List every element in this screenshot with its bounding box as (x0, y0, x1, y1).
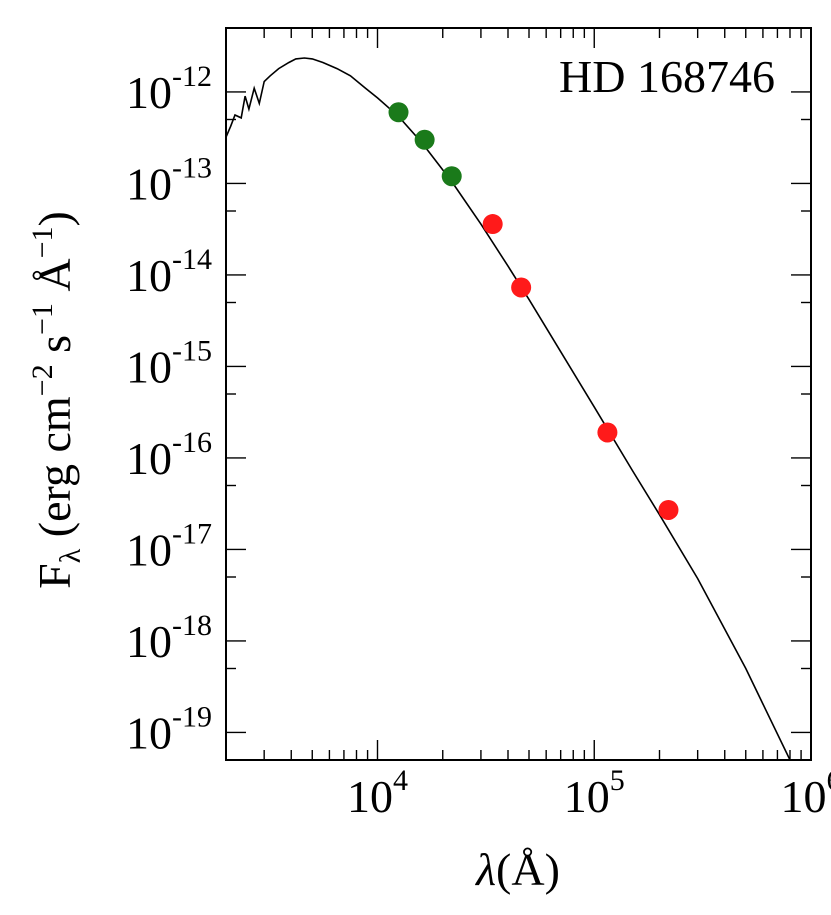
y-tick-label: 10-17 (126, 517, 212, 575)
photometry-point (597, 422, 618, 443)
y-tick-labels: 10-12 10-13 10-14 10-15 10-16 10-17 10-18 10-19 (126, 60, 212, 758)
photometry-point (441, 166, 462, 187)
y-tick-label: 10-14 (126, 243, 212, 301)
x-tick-label: 104 (347, 764, 408, 822)
x-tick-label: 105 (564, 764, 625, 822)
plot-frame (225, 27, 812, 761)
model-sed-line (226, 57, 791, 760)
model-curve (226, 57, 791, 760)
x-axis-label: λ(Å) (474, 844, 560, 895)
y-tick-label: 10-13 (126, 151, 212, 209)
chart-title: HD 168746 (559, 51, 775, 102)
x-tick-labels: 104 105 106 (347, 764, 831, 822)
y-tick-label: 10-16 (126, 426, 212, 484)
axis-ticks (225, 27, 812, 761)
photometry-point (388, 102, 409, 123)
y-tick-label: 10-15 (126, 334, 212, 392)
photometry-point (482, 214, 503, 235)
y-tick-label: 10-19 (126, 700, 212, 758)
photometry-point (658, 499, 679, 520)
y-axis-label: Fλ (erg cm−2 s−1 Å−1) (26, 211, 87, 589)
y-tick-label: 10-18 (126, 609, 212, 667)
y-tick-label: 10-12 (126, 60, 212, 118)
photometry-point (414, 129, 435, 150)
data-points (388, 102, 679, 520)
photometry-point (511, 277, 532, 298)
x-tick-label: 106 (781, 764, 831, 822)
